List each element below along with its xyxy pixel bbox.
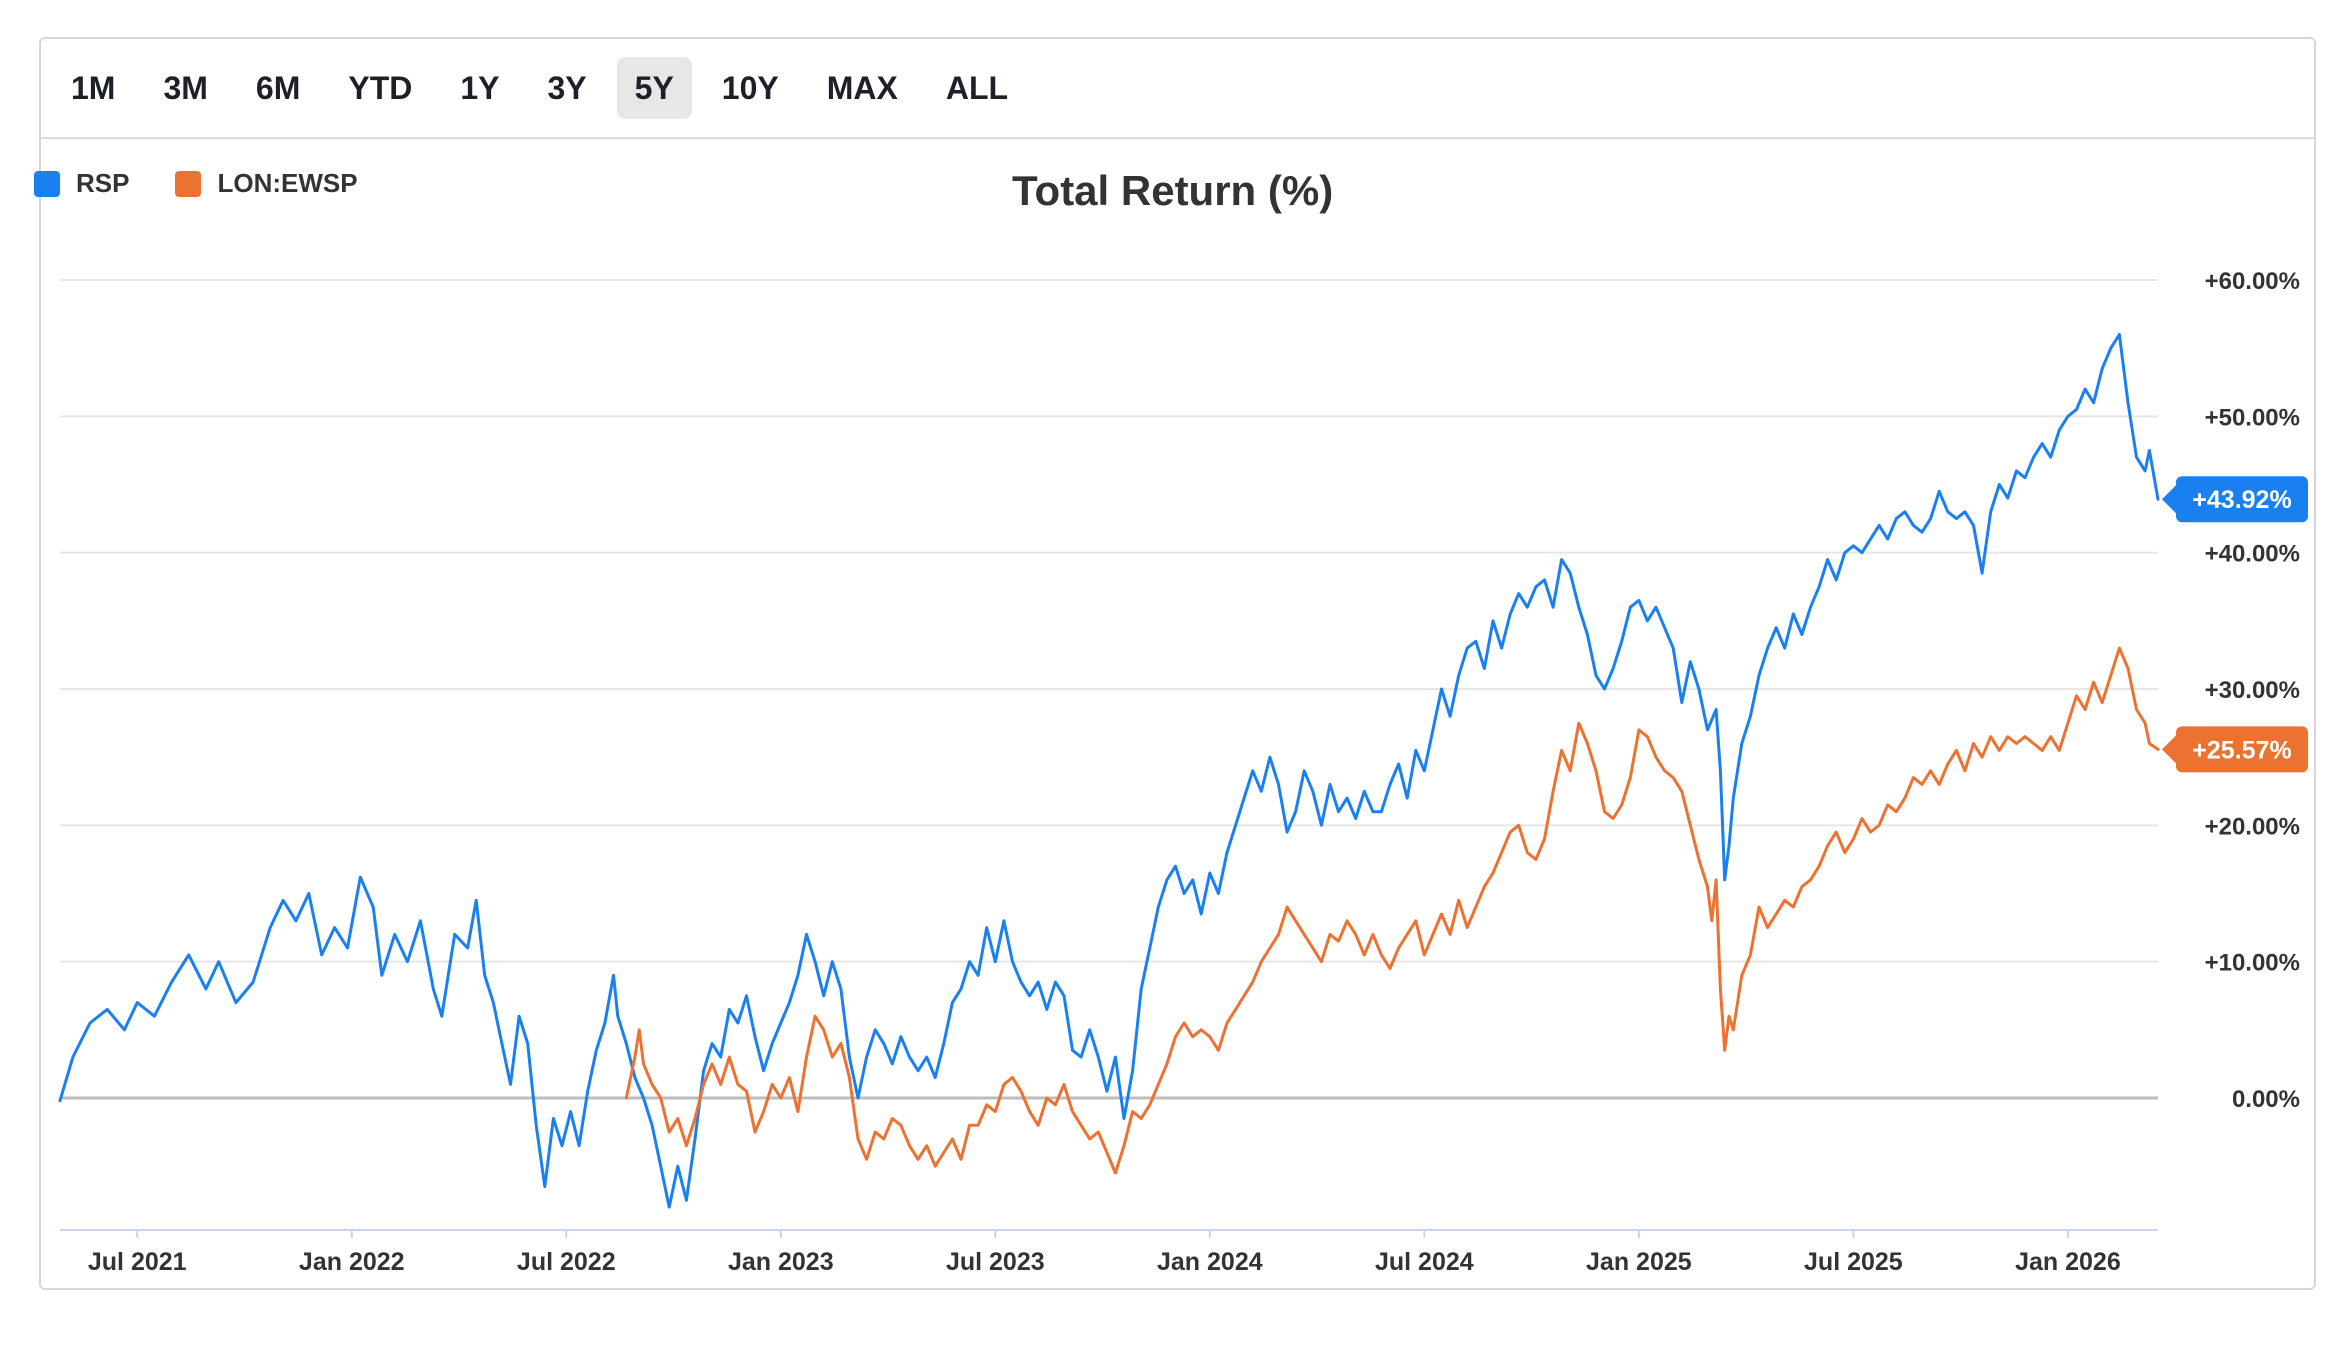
x-tick-label-0: Jul 2021 (88, 1248, 187, 1276)
series-line-0 (58, 333, 2160, 1209)
last-value-badge-1 (2176, 726, 2308, 773)
y-tick-label-1: +50.00% (2205, 404, 2300, 431)
legend-swatch-rsp (34, 170, 60, 197)
range-button-10y[interactable]: 10Y (721, 70, 779, 106)
legend-label-rsp: RSP (76, 168, 130, 198)
y-tick-label-3: +30.00% (2205, 677, 2300, 704)
y-tick-label-2: +40.00% (2205, 541, 2300, 568)
chart-legend: RSP LON:EWSP (34, 168, 404, 199)
chart-title: Total Return (%) (1012, 167, 1334, 214)
x-tick-label-4: Jul 2023 (946, 1248, 1045, 1276)
x-tick-label-3: Jan 2023 (728, 1248, 834, 1276)
last-value-label-1: +25.57% (2192, 736, 2291, 764)
y-tick-label-5: +10.00% (2205, 950, 2300, 977)
range-button-5y[interactable]: 5Y (616, 57, 692, 119)
range-button-max[interactable]: MAX (826, 70, 898, 106)
range-button-1m[interactable]: 1M (71, 70, 116, 106)
series-line-1 (624, 646, 2160, 1175)
x-tick-label-8: Jul 2025 (1804, 1248, 1903, 1276)
x-tick-label-5: Jan 2024 (1157, 1248, 1263, 1276)
legend-swatch-ewsp (175, 170, 202, 197)
legend-item-ewsp[interactable]: LON:EWSP (175, 168, 358, 199)
range-button-3y[interactable]: 3Y (547, 70, 587, 106)
x-tick-label-7: Jan 2025 (1586, 1248, 1692, 1276)
range-button-ytd[interactable]: YTD (348, 70, 413, 106)
range-button-3m[interactable]: 3M (163, 70, 208, 106)
legend-item-rsp[interactable]: RSP (34, 168, 129, 199)
last-value-label-0: +43.92% (2192, 486, 2291, 514)
x-tick-label-6: Jul 2024 (1375, 1248, 1474, 1276)
y-tick-label-6: 0.00% (2232, 1086, 2300, 1113)
legend-label-ewsp: LON:EWSP (217, 168, 358, 198)
range-button-all[interactable]: ALL (945, 70, 1009, 106)
range-button-6m[interactable]: 6M (255, 70, 301, 106)
x-tick-label-1: Jan 2022 (299, 1248, 405, 1276)
x-tick-label-2: Jul 2022 (517, 1248, 616, 1276)
y-tick-label-4: +20.00% (2205, 813, 2300, 840)
last-value-badge-0 (2176, 476, 2308, 523)
x-tick-label-9: Jan 2026 (2015, 1248, 2121, 1276)
chart-card: 1M 3M 6M YTD 1Y 3Y 5Y 10Y MAX ALL (39, 37, 2316, 1290)
y-tick-label-0: +60.00% (2205, 268, 2300, 295)
badge-pointer-0 (2162, 485, 2176, 514)
time-range-selector: 1M 3M 6M YTD 1Y 3Y 5Y 10Y MAX ALL (41, 39, 2314, 139)
badge-pointer-1 (2162, 735, 2176, 764)
range-button-1y[interactable]: 1Y (460, 70, 500, 106)
